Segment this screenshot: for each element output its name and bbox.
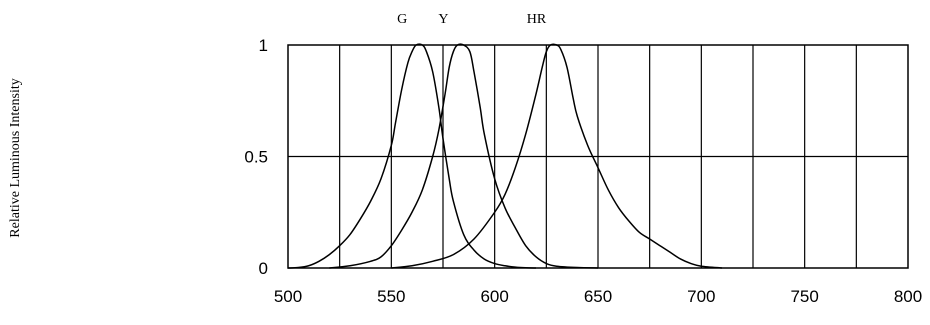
series-line-g bbox=[287, 43, 537, 269]
y-axis-title: Relative Luminous Intensity bbox=[8, 78, 23, 237]
y-tick-label: 0.5 bbox=[244, 148, 268, 167]
series-label-y: Y bbox=[438, 12, 448, 27]
x-tick-label: 600 bbox=[480, 287, 508, 306]
y-tick-label: 1 bbox=[259, 36, 268, 55]
x-tick-label: 800 bbox=[894, 287, 922, 306]
y-tick-label: 0 bbox=[259, 259, 268, 278]
series-label-hr: HR bbox=[527, 12, 547, 27]
x-tick-label: 500 bbox=[274, 287, 302, 306]
series-line-hr bbox=[391, 43, 723, 269]
x-tick-label: 700 bbox=[687, 287, 715, 306]
x-tick-label: 550 bbox=[377, 287, 405, 306]
x-tick-label: 750 bbox=[790, 287, 818, 306]
series-lines bbox=[287, 43, 723, 269]
series-line-y bbox=[329, 43, 599, 269]
labels: 500 550 600 650 700 750 800 0 0.5 1 G Y HR bbox=[244, 12, 922, 306]
x-tick-label: 650 bbox=[584, 287, 612, 306]
series-label-g: G bbox=[397, 12, 407, 27]
gridlines bbox=[288, 45, 908, 268]
